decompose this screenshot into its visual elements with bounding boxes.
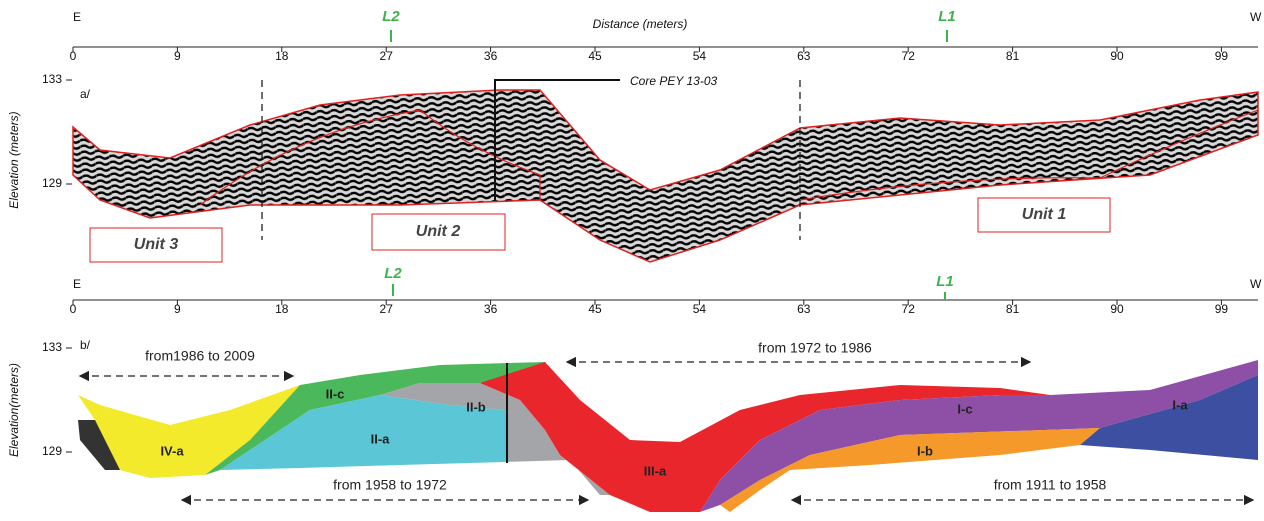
x-tick-label: 36 [484,302,498,316]
x-axis-title: Distance (meters) [593,17,688,31]
east-label: E [73,10,81,24]
panel-label: b/ [80,338,91,352]
subunit-label: IV-a [160,443,184,458]
y-tick-label: 129 [42,176,62,190]
subunit-label: II-b [466,399,486,414]
west-label: W [1250,10,1262,24]
x-tick-label: 45 [588,49,602,63]
x-tick-label: 63 [797,302,811,316]
y-tick-label: 129 [42,444,62,458]
period-label: from 1911 to 1958 [994,477,1107,493]
panel-a: E W Distance (meters) L2 L1 Elevation (m… [7,8,1262,262]
y-tick-label: 133 [42,72,62,86]
core-label: Core PEY 13-03 [630,74,717,88]
subunit-label: III-a [644,463,667,478]
period-label: from 1958 to 1972 [333,477,447,493]
west-label: W [1250,277,1262,291]
panel-b: E W L2 L1 Elevation(meters) b/ IV-a II-c… [7,265,1262,512]
x-tick-label: 36 [484,49,498,63]
y-tick-label: 133 [42,340,62,354]
x-tick-label: 54 [693,49,707,63]
l2-label: L2 [384,265,402,282]
x-tick-label: 81 [1006,302,1020,316]
l1-label: L1 [936,273,954,290]
x-tick-label: 18 [275,302,289,316]
unit-label: Unit 2 [416,223,461,240]
x-tick-label: 0 [70,49,77,63]
unit-label: Unit 3 [134,236,179,253]
l1-label: L1 [938,8,956,25]
l2-label: L2 [382,8,400,25]
x-tick-label: 18 [275,49,289,63]
x-tick-label: 81 [1006,49,1020,63]
x-tick-label: 9 [174,302,181,316]
period-label: from 1972 to 1986 [758,340,872,356]
x-tick-label: 90 [1110,49,1124,63]
y-axis-title: Elevation (meters) [7,111,21,208]
x-tick-label: 63 [797,49,811,63]
x-tick-label: 27 [380,302,394,316]
x-tick-label: 99 [1215,49,1229,63]
x-tick-label: 99 [1215,302,1229,316]
x-tick-label: 45 [588,302,602,316]
period-label: from1986 to 2009 [145,348,255,364]
figure: E W Distance (meters) L2 L1 Elevation (m… [0,0,1264,516]
panel-label: a/ [80,87,91,101]
subunit-label: I-c [957,401,972,416]
x-tick-label: 9 [174,49,181,63]
subunit-label: I-a [1172,397,1188,412]
x-tick-label: 54 [693,302,707,316]
radargram [73,90,1258,262]
x-tick-label: 0 [70,302,77,316]
unit-label: Unit 1 [1022,206,1067,223]
east-label: E [73,277,81,291]
x-tick-label: 72 [902,49,916,63]
x-tick-label: 27 [380,49,394,63]
subunit-label: II-c [326,386,345,401]
x-tick-label: 72 [902,302,916,316]
x-tick-label: 90 [1110,302,1124,316]
y-axis-title: Elevation(meters) [7,363,21,457]
subunit-label: II-a [371,431,391,446]
subunit-label: I-b [917,443,933,458]
